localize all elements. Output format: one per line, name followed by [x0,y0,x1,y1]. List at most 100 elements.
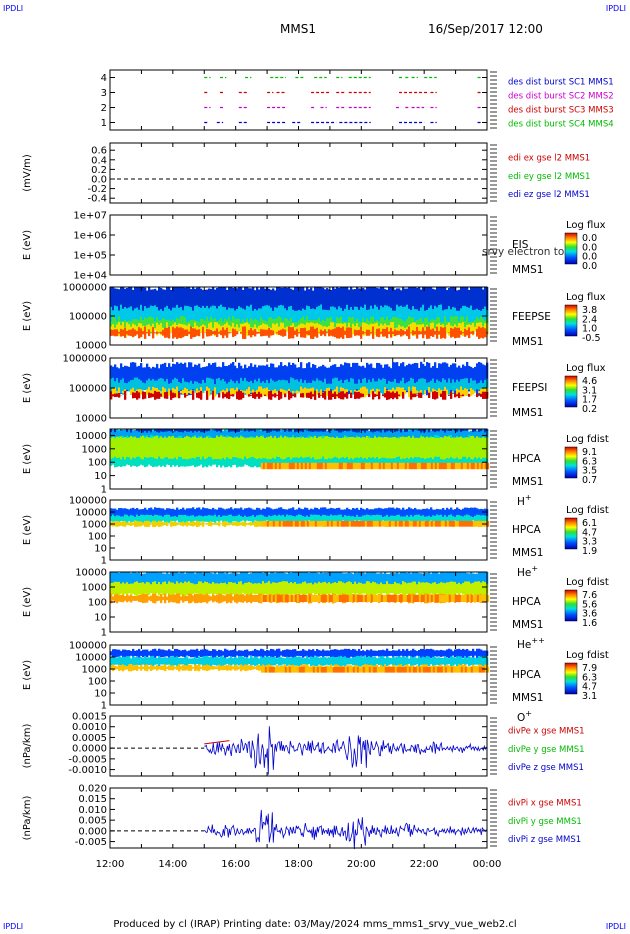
charge-label: + [531,564,538,573]
colorbar-tick-label: 0.0 [582,242,597,253]
species-label: O+ [517,709,532,724]
y-tick-label: 1 [101,556,107,567]
instrument-label: EIS [512,239,529,251]
colorbar-tick-label: 1.7 [582,395,597,406]
panel-eis: 1e+07 1e+06 1e+05 1e+04 E (eV) EIS MMS1 srvy el… [22,211,606,282]
colorbar [564,589,578,622]
species-label: H+ [517,493,532,508]
colorbar-title: Log flux [566,220,606,231]
colorbar [564,304,578,337]
panel-frame [109,69,488,131]
y-tick-label: 1000 [82,444,107,455]
colorbar-tick-label: 3.1 [582,385,597,396]
colorbar-tick-label: 0.0 [582,252,597,263]
footer-credit: Produced by cl (IRAP) Printing date: 03/… [113,919,517,930]
y-tick-label: 1000 [82,520,107,531]
y-tick-label: 1000000 [62,354,107,365]
y-tick-label: -0.2 [87,184,107,195]
y-tick-label: 10 [94,689,107,700]
colorbar-title: Log fdist [566,577,609,588]
colorbar-tick-label: 3.8 [582,305,597,316]
x-tick-label: 18:00 [284,859,313,870]
y-tick-label: 10000 [75,568,107,579]
y-tick-label: 0.005 [78,816,107,827]
species-label: He+ [517,564,538,579]
colorbar-tick-label: 4.6 [582,376,597,387]
colorbar-tick-label: 1.6 [582,618,597,629]
y-tick-label: 1000 [82,665,107,676]
y-tick-label: 1000 [82,583,107,594]
panel-frame [109,142,488,204]
y-tick-label: 100 [88,458,107,469]
colorbar-tick-label: 0.7 [582,475,597,486]
y-tick-label: 0.6 [91,146,107,157]
colorbar-tick-label: 3.3 [582,537,597,548]
legend-entry: des dist burst SC1 MMS1 [508,77,614,87]
colorbar [564,517,578,550]
colorbar-tick-label: 0.0 [582,261,597,272]
x-tick-label: 22:00 [410,859,439,870]
y-tick-label: 100000 [69,496,107,507]
y-tick-label: 0.0005 [72,733,107,744]
colorbar-tick-label: 3.6 [582,609,597,620]
y-tick-label: 0.000 [78,826,107,837]
spacecraft-label: MMS1 [512,476,543,488]
y-tick-label: 10 [94,613,107,624]
y-tick-label: 0.0015 [72,712,107,723]
colorbar [564,375,578,408]
x-tick-label: 14:00 [158,859,187,870]
y-tick-label: 10000 [75,341,107,352]
legend-entry: divPi z gse MMS1 [508,835,581,845]
spacecraft-label: MMS1 [512,619,543,631]
y-tick-label: 0.0010 [72,722,107,733]
y-tick-label: 100 [88,598,107,609]
legend-entry: des dist burst SC2 MMS2 [508,91,614,101]
colorbar-tick-label: 2.4 [582,314,597,325]
y-tick-label: 100000 [69,312,107,323]
colorbar-tick-label: 3.1 [582,691,597,702]
legend-entry: des dist burst SC3 MMS3 [508,105,614,115]
panel-burst: 1 2 3 4 des dist burst SC1 MMS1 des dist burs… [101,69,614,131]
panel-feepsi: 1000000 100000 10000 E (eV) FEEPSI MMS1 Log fl… [22,354,606,425]
colorbar-tick-label: 6.3 [582,456,597,467]
y-tick-label: 10 [94,544,107,555]
colorbar-title: Log fdist [566,505,609,516]
y-axis-label: (mV/m) [22,154,33,192]
y-axis-label: E (eV) [22,373,33,403]
y-tick-label: -0.4 [87,194,107,205]
y-tick-label: 1000000 [62,283,107,294]
spacecraft-label: MMS1 [512,692,543,704]
y-axis-label: E (eV) [22,444,33,474]
y-tick-label: 0.015 [78,794,107,805]
y-tick-label: -0.0005 [68,754,107,765]
y-tick-label: 10000 [75,431,107,442]
colorbar-title: Log flux [566,292,606,303]
species-label: He++ [517,636,545,651]
colorbar-tick-label: 5.6 [582,599,597,610]
colorbar-tick-label: 1.9 [582,546,597,557]
y-tick-label: 0.0000 [72,744,107,755]
legend-entry: edi ex gse l2 MMS1 [508,154,590,164]
y-tick-label: 1e+07 [73,211,107,222]
panel-edi: 0.60.40.20.0-0.2-0.4 (mV/m) edi ex gse l2 … [22,142,590,205]
instrument-label: HPCA [512,596,542,608]
y-axis-label: (nPa/km) [22,724,33,769]
y-tick-label: 100 [88,532,107,543]
series-z-line [204,809,487,850]
legend-entry: edi ey gse l2 MMS1 [508,172,590,182]
colorbar [564,662,578,695]
panel-frame [109,214,488,276]
colorbar-tick-label: 3.5 [582,466,597,477]
colorbar-tick-label: 7.9 [582,663,597,674]
y-tick-label: 10000 [75,653,107,664]
colorbar-title: Log fdist [566,434,609,445]
panel-feepse: 1000000 100000 10000 E (eV) FEEPSE MMS1 Log fl… [22,283,606,352]
charge-label: + [525,493,532,502]
series-x-line [204,740,230,745]
legend-entry: divPi y gse MMS1 [508,817,582,827]
y-tick-label: 0.010 [78,805,107,816]
